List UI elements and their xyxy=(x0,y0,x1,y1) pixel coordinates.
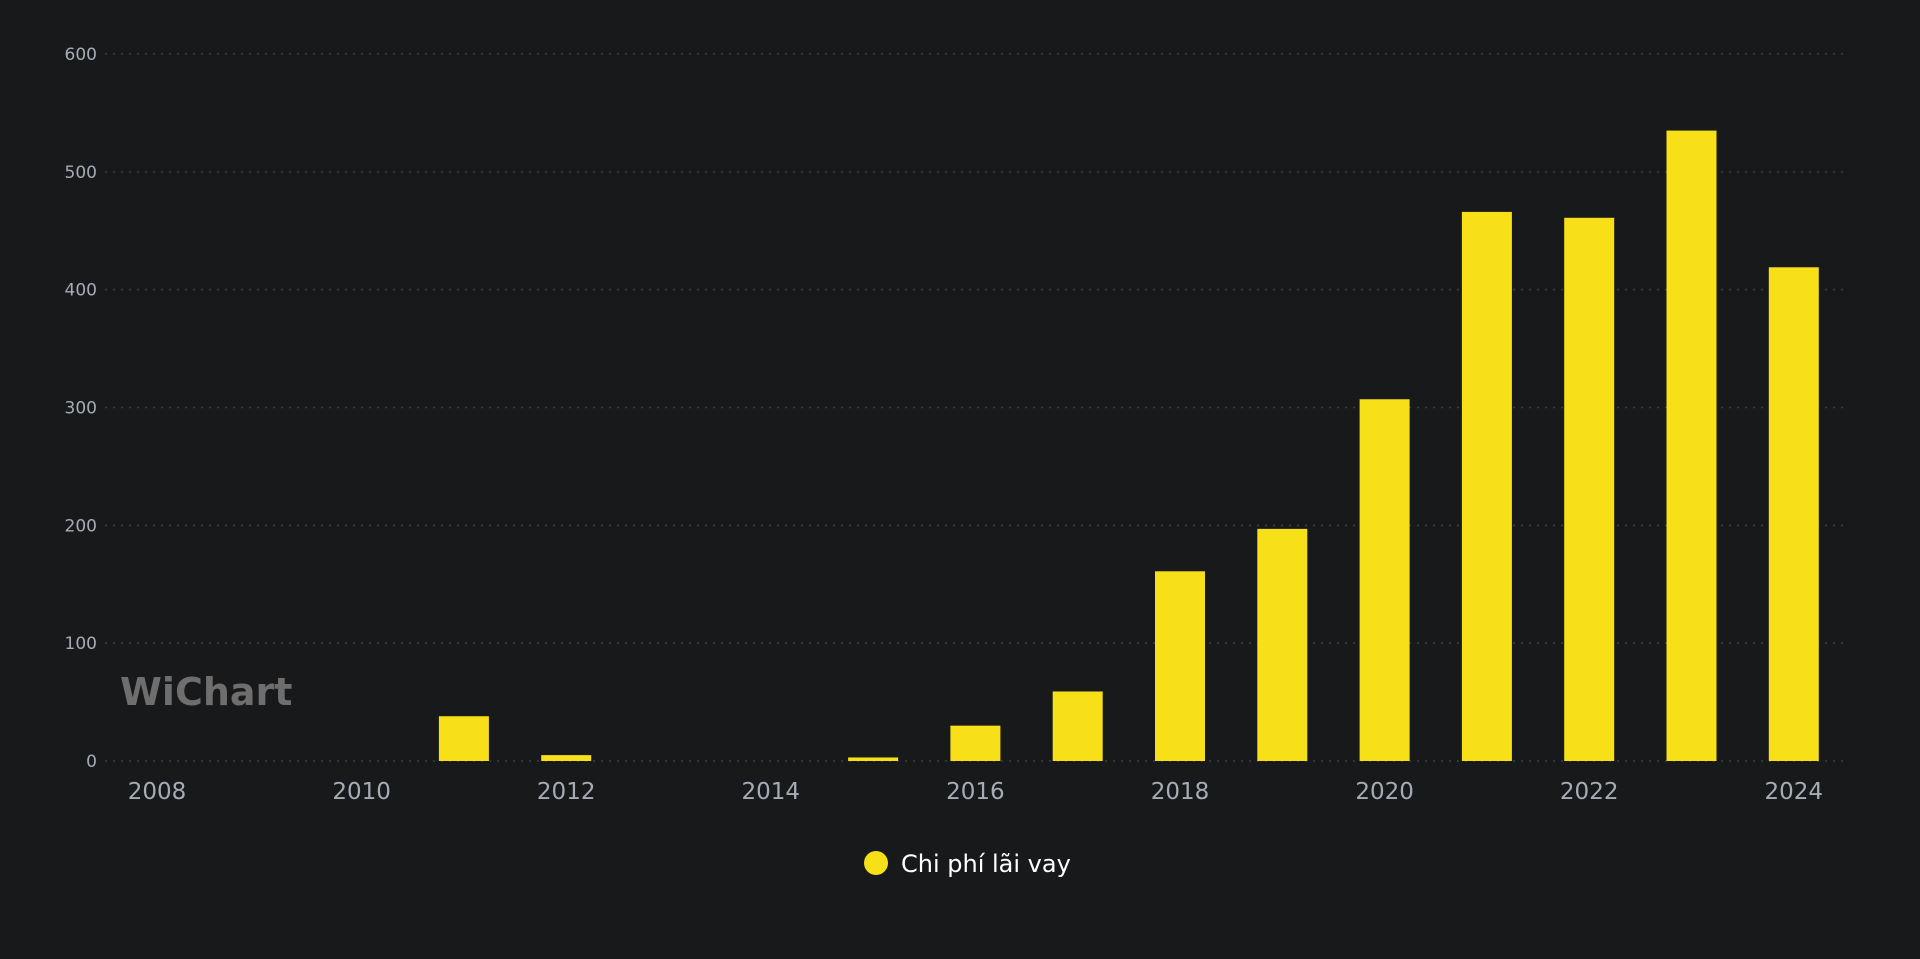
y-tick-label: 300 xyxy=(65,399,97,419)
legend[interactable]: Chi phí lãi vay xyxy=(864,850,1071,878)
bar-2023[interactable] xyxy=(1666,130,1717,761)
y-axis: 0 100 200 300 400 500 600 xyxy=(65,45,97,772)
x-tick-label: 2016 xyxy=(946,779,1005,805)
x-tick-label: 2010 xyxy=(332,779,391,805)
x-tick-label: 2024 xyxy=(1765,779,1824,805)
y-tick-label: 0 xyxy=(86,752,97,772)
y-tick-label: 500 xyxy=(65,163,97,183)
y-tick-label: 200 xyxy=(65,516,97,536)
bar-2016[interactable] xyxy=(950,725,1001,761)
y-tick-label: 600 xyxy=(65,45,97,65)
bar-2022[interactable] xyxy=(1564,217,1615,761)
x-tick-label: 2018 xyxy=(1151,779,1210,805)
y-tick-label: 400 xyxy=(65,281,97,301)
x-tick-label: 2020 xyxy=(1355,779,1414,805)
bar-2018[interactable] xyxy=(1155,571,1205,761)
x-tick-label: 2008 xyxy=(128,779,187,805)
bar-2019[interactable] xyxy=(1257,528,1308,761)
x-tick-label: 2022 xyxy=(1560,779,1619,805)
bars xyxy=(438,130,1819,761)
bar-2024[interactable] xyxy=(1768,267,1819,761)
bar-2012[interactable] xyxy=(541,755,592,761)
x-axis: 2008 2010 2012 2014 2016 2018 2020 2022 2024 xyxy=(128,779,1823,805)
bar-2011[interactable] xyxy=(438,716,489,761)
x-tick-label: 2014 xyxy=(742,779,801,805)
legend-swatch-icon xyxy=(864,851,888,875)
x-tick-label: 2012 xyxy=(537,779,596,805)
gridlines xyxy=(105,53,1845,762)
wichart-watermark-logo: WiChart xyxy=(120,670,292,714)
legend-label: Chi phí lãi vay xyxy=(901,850,1071,878)
watermark-text: WiChart xyxy=(120,670,292,714)
bar-2021[interactable] xyxy=(1461,211,1512,761)
y-tick-label: 100 xyxy=(65,634,97,654)
bar-2020[interactable] xyxy=(1359,399,1410,761)
bar-2015[interactable] xyxy=(848,757,899,761)
bar-2017[interactable] xyxy=(1052,691,1103,761)
